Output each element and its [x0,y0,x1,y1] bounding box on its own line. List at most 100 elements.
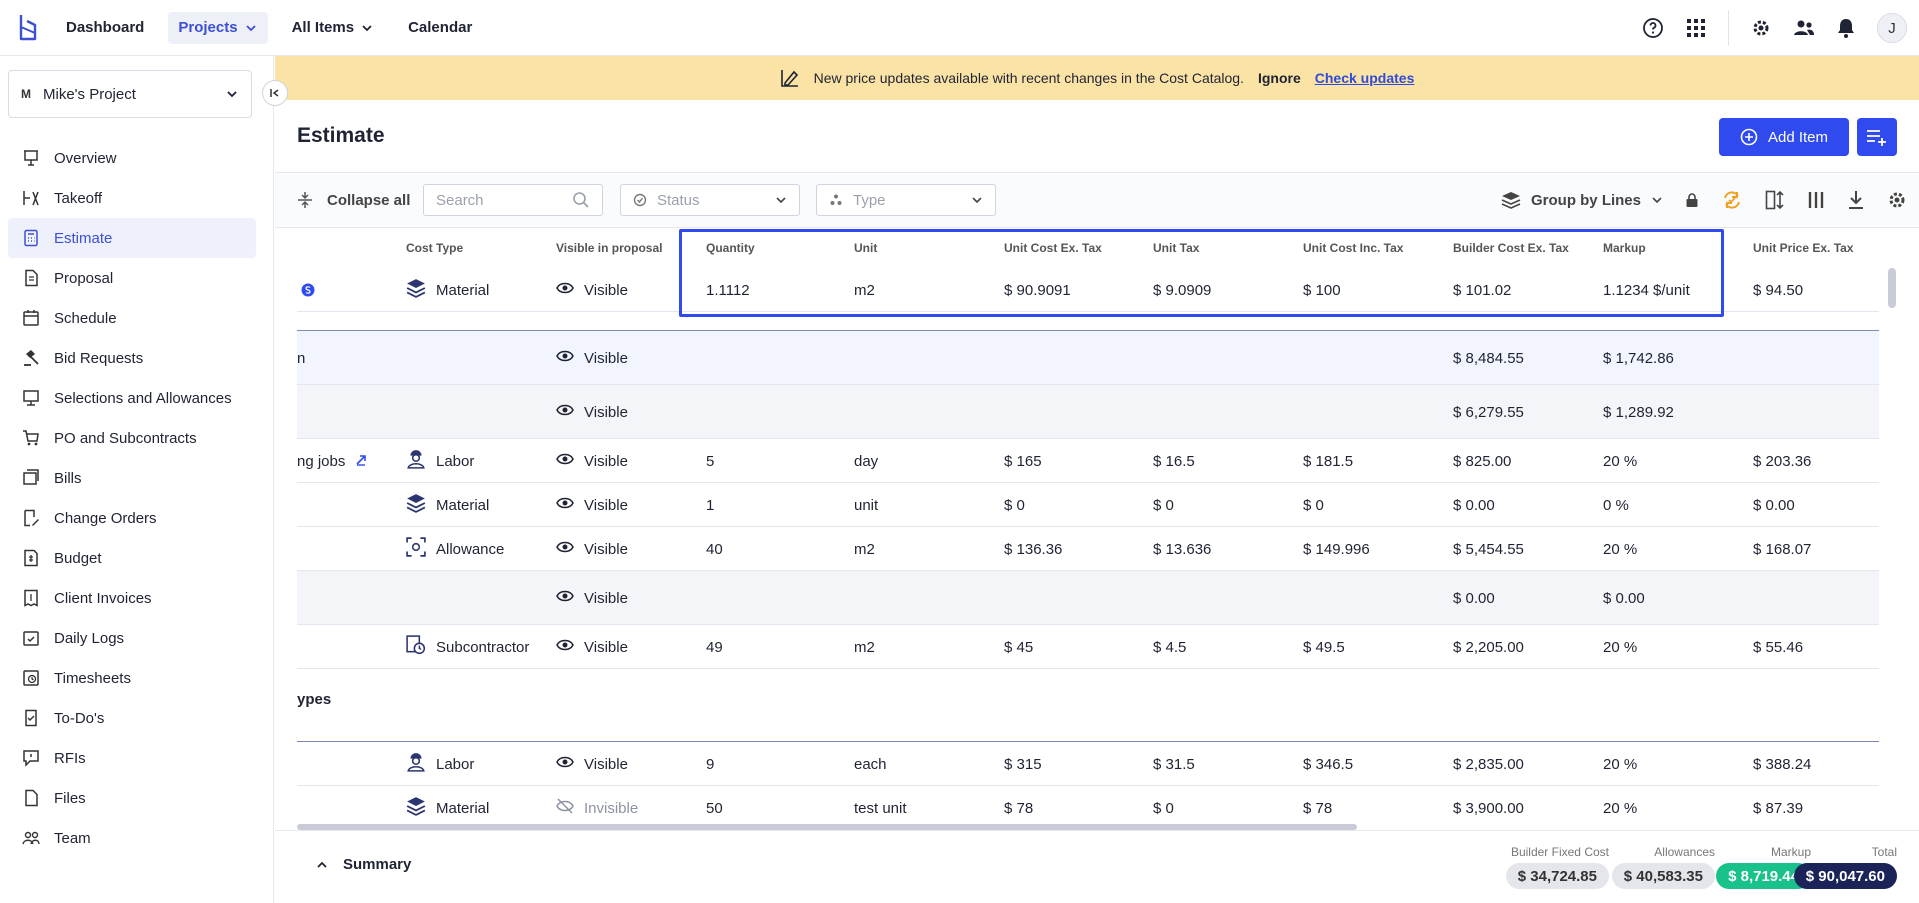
cell-upet[interactable]: $ 168.07 [1753,527,1811,571]
cell-bcet[interactable]: $ 2,835.00 [1453,742,1524,786]
table-row[interactable]: Visible $ 6,279.55 $ 1,289.92 [297,385,1879,439]
cell-bcet[interactable]: $ 5,454.55 [1453,527,1524,571]
help-icon[interactable] [1642,17,1664,39]
cell-markup[interactable]: 20 % [1603,742,1637,786]
column-header[interactable]: Unit Price Ex. Tax [1753,241,1854,255]
table-row[interactable]: ng jobs Labor Visible 5 day $ 165 $ 16.5 $ 181.… [297,439,1879,483]
cell-unit[interactable]: test unit [854,786,907,826]
cell-type[interactable]: Material [406,786,489,826]
vertical-scrollbar[interactable] [1888,268,1896,308]
cell-ucit[interactable]: $ 49.5 [1303,625,1345,669]
cell-visible[interactable]: Visible [556,625,628,669]
item-name[interactable]: ypes [297,669,331,729]
cell-ucet[interactable]: $ 0 [1004,483,1025,527]
cell-utax[interactable]: $ 0 [1153,483,1174,527]
cell-utax[interactable]: $ 16.5 [1153,439,1195,483]
sidebar-item-team[interactable]: Team [8,818,256,858]
cell-ucit[interactable]: $ 149.996 [1303,527,1370,571]
cell-ucet[interactable]: $ 136.36 [1004,527,1062,571]
sidebar-item-to-do-s[interactable]: To-Do's [8,698,256,738]
cell-type[interactable]: Material [406,268,489,312]
ignore-button[interactable]: Ignore [1257,70,1301,86]
column-header[interactable]: Markup [1603,241,1646,255]
horizontal-scrollbar[interactable] [297,824,1357,830]
summary-toggle[interactable]: Summary [315,856,411,873]
cell-upet[interactable]: $ 87.39 [1753,786,1803,826]
group-by-dropdown[interactable]: Group by Lines [1501,191,1663,209]
column-header[interactable]: Unit [854,241,878,255]
cell-unit[interactable]: unit [854,483,878,527]
cell-bcet[interactable]: $ 825.00 [1453,439,1511,483]
user-avatar[interactable]: J [1877,13,1907,43]
sidebar-item-rfis[interactable]: RFIs [8,738,256,778]
cell-upet[interactable]: $ 0.00 [1753,483,1795,527]
cell-markup[interactable]: $ 1,289.92 [1603,385,1674,439]
item-name[interactable]: n [297,331,305,385]
sidebar-item-budget[interactable]: Budget [8,538,256,578]
sidebar-item-overview[interactable]: Overview [8,138,256,178]
cell-utax[interactable]: $ 0 [1153,786,1174,826]
cell-upet[interactable]: $ 94.50 [1753,268,1803,312]
sidebar-item-bid-requests[interactable]: Bid Requests [8,338,256,378]
cell-markup[interactable]: $ 1,742.86 [1603,331,1674,385]
cell-bcet[interactable]: $ 3,900.00 [1453,786,1524,826]
cell-markup[interactable]: 20 % [1603,439,1637,483]
table-row[interactable]: Subcontractor Visible 49 m2 $ 45 $ 4.5 $ 49.5 $… [297,625,1879,669]
cell-ucit[interactable]: $ 100 [1303,268,1341,312]
row-height-icon[interactable] [1765,190,1785,210]
table-row[interactable]: Labor Visible 9 each $ 315 $ 31.5 $ 346.5 $ 2,8… [297,742,1879,786]
column-header[interactable]: Unit Cost Inc. Tax [1303,241,1404,255]
download-icon[interactable] [1847,190,1865,210]
cell-unit[interactable]: day [854,439,878,483]
cell-ucit[interactable]: $ 346.5 [1303,742,1353,786]
cell-visible[interactable]: Visible [556,483,628,527]
cell-ucit[interactable]: $ 0 [1303,483,1324,527]
column-header[interactable]: Builder Cost Ex. Tax [1453,241,1569,255]
project-selector[interactable]: M Mike's Project [8,70,252,118]
app-logo-icon[interactable] [0,0,56,56]
cell-markup[interactable]: 20 % [1603,786,1637,826]
table-row[interactable]: Material Visible 1 unit $ 0 $ 0 $ 0 $ 0.00 0 % $ … [297,483,1879,527]
cell-visible[interactable]: Visible [556,742,628,786]
sidebar-item-takeoff[interactable]: Takeoff [8,178,256,218]
cell-type[interactable]: Allowance [406,527,504,571]
cell-unit[interactable]: m2 [854,268,875,312]
column-header[interactable]: Unit Cost Ex. Tax [1004,241,1102,255]
cell-bcet[interactable]: $ 8,484.55 [1453,331,1524,385]
cell-visible[interactable]: Visible [556,268,628,312]
sidebar-item-change-orders[interactable]: Change Orders [8,498,256,538]
cell-visible[interactable]: Visible [556,331,628,385]
cell-utax[interactable]: $ 13.636 [1153,527,1211,571]
bell-icon[interactable] [1837,18,1855,38]
collapse-all-button[interactable]: Collapse all [297,191,410,209]
cell-visible[interactable]: Visible [556,571,628,625]
users-icon[interactable] [1793,18,1815,38]
nav-all-items[interactable]: All Items [282,12,385,44]
cell-unit[interactable]: m2 [854,527,875,571]
cell-qty[interactable]: 40 [706,527,723,571]
cell-type[interactable]: Subcontractor [406,625,529,669]
cell-qty[interactable]: 5 [706,439,714,483]
table-row[interactable]: Visible $ 0.00 $ 0.00 [297,571,1879,625]
sidebar-item-timesheets[interactable]: Timesheets [8,658,256,698]
cell-bcet[interactable]: $ 0.00 [1453,483,1495,527]
cell-visible[interactable]: Visible [556,527,628,571]
cell-unit[interactable]: each [854,742,887,786]
nav-calendar[interactable]: Calendar [398,12,482,44]
cell-visible[interactable]: Visible [556,439,628,483]
apps-grid-icon[interactable] [1686,18,1706,38]
cell-ucit[interactable]: $ 78 [1303,786,1332,826]
table-row[interactable]: n Visible $ 8,484.55 $ 1,742.86 [297,331,1879,385]
collapse-sidebar-button[interactable] [262,80,288,106]
columns-icon[interactable] [1807,191,1825,209]
column-header[interactable]: Unit Tax [1153,241,1200,255]
cell-bcet[interactable]: $ 6,279.55 [1453,385,1524,439]
check-updates-link[interactable]: Check updates [1314,70,1415,86]
cell-utax[interactable]: $ 9.0909 [1153,268,1211,312]
cell-markup[interactable]: $ 0.00 [1603,571,1645,625]
status-filter[interactable]: Status [620,184,800,216]
cell-upet[interactable]: $ 203.36 [1753,439,1811,483]
cell-ucet[interactable]: $ 165 [1004,439,1042,483]
gear-icon[interactable] [1751,18,1771,38]
cell-markup[interactable]: 20 % [1603,625,1637,669]
